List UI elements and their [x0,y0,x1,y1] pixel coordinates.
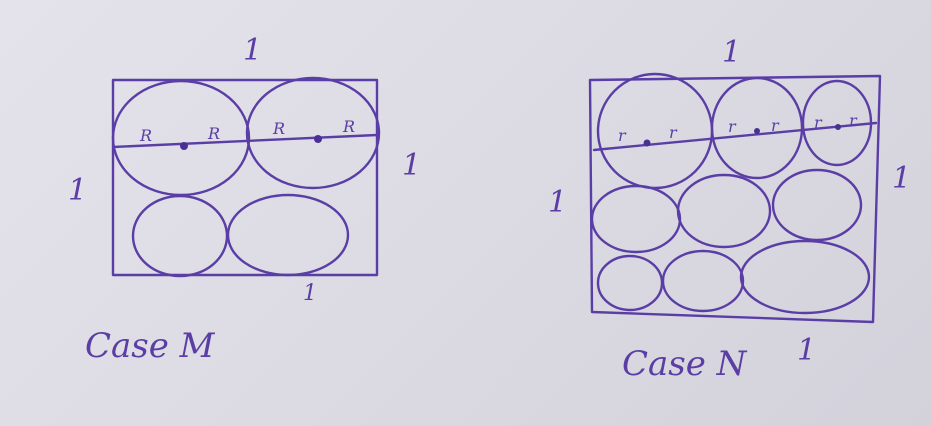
case-m-circle-large-1 [111,79,251,197]
case-m-center-dot-2 [314,135,322,143]
case-m-diameter-line [111,133,379,149]
case-n-radius-label: r [618,126,627,145]
case-n-caption: Case N [622,344,748,384]
case-n-circle-row1-2 [710,76,804,180]
case-m-circle-small-2 [226,193,350,277]
case-n-diameter-line [592,121,878,152]
case-m-circle-small-1 [131,194,229,278]
case-m-circle-large-2 [245,76,381,190]
case-n-circle-row2-1 [590,184,682,254]
case-m-square [111,78,379,277]
case-n-circle-row3-1 [596,254,664,312]
case-n-circle-row2-3 [771,168,863,242]
case-n-circle-row3-3 [739,239,871,315]
case-m-radius-label: R [139,126,152,145]
case-m-left-side-label: 1 [68,173,87,208]
case-n-square [588,74,882,324]
case-m-bottom-side-label: 1 [303,281,317,306]
case-m-center-dot-1 [180,142,188,150]
case-n-radius-label: r [728,117,737,136]
case-n-circle-row3-2 [661,249,745,313]
case-n-center-dot-2 [754,128,760,134]
case-n-right-side-label: 1 [892,161,911,196]
case-n-bottom-side-label: 1 [797,333,816,368]
case-n-radius-label: r [814,113,823,132]
case-m-top-side-label: 1 [243,33,262,68]
case-n-diagram: r r r r r r 1 1 1 1 Case N [548,35,911,384]
case-n-left-side-label: 1 [548,185,567,220]
case-n-circle-row1-1 [596,72,714,190]
case-n-center-dot-3 [835,124,841,130]
case-m-right-side-label: 1 [402,148,421,183]
case-n-top-side-label: 1 [722,35,741,70]
case-n-radius-label: r [849,111,858,130]
case-n-circle-row1-3 [801,79,873,167]
case-m-caption: Case M [85,326,216,366]
case-m-radius-label: R [207,124,220,143]
case-n-circle-row2-2 [676,173,772,249]
case-n-radius-label: r [771,116,780,135]
case-m-radius-label: R [342,117,355,136]
case-n-center-dot-1 [643,139,651,147]
case-m-radius-label: R [272,119,285,138]
case-m-diagram: R R R R 1 1 1 1 Case M [68,33,421,366]
case-n-radius-label: r [669,123,678,142]
